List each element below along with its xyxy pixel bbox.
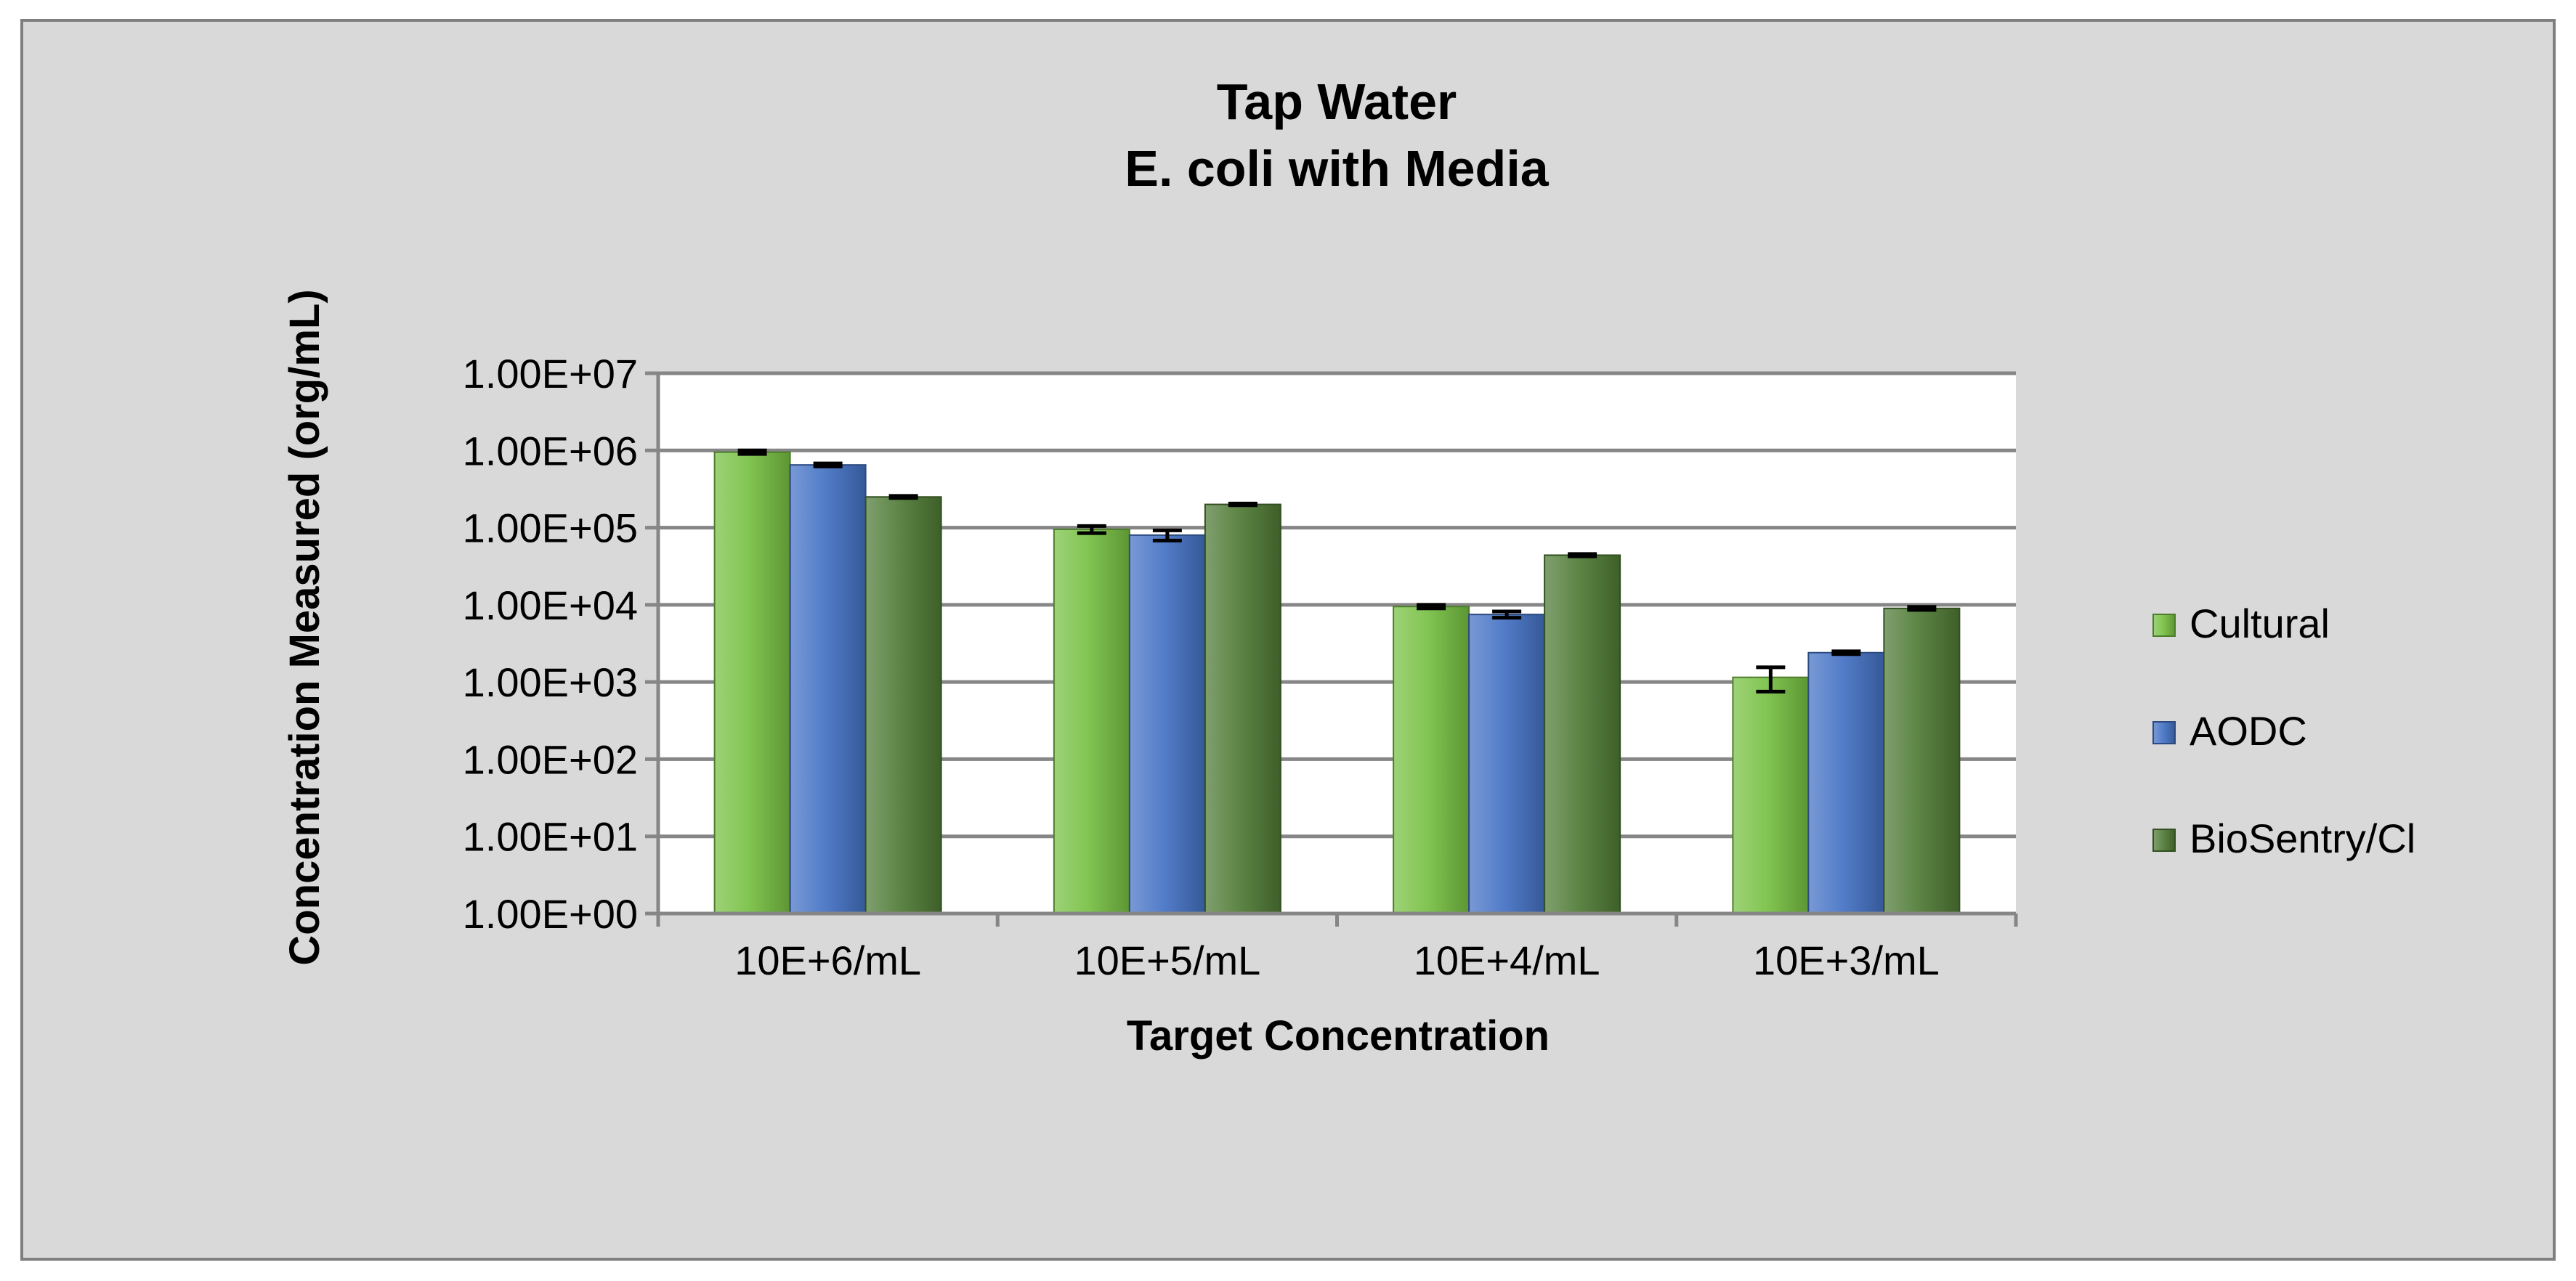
y-tick-label-6: 1.00E+06 xyxy=(463,428,638,473)
legend-item-biosentry-cl: BioSentry/Cl xyxy=(2152,816,2415,861)
error-bar-cultural-2 xyxy=(1417,603,1446,611)
error-bar-biosentry-cl-2 xyxy=(1568,552,1597,558)
bar-aodc-3 xyxy=(1807,651,1885,914)
error-bar-aodc-0 xyxy=(813,461,843,468)
legend-swatch-0 xyxy=(2152,614,2176,637)
bar-cultural-0 xyxy=(713,451,791,914)
y-tick-label-7: 1.00E+07 xyxy=(463,351,638,396)
y-tick-labels: 1.00E+00 1.00E+01 1.00E+02 1.00E+03 1.00E+04… xyxy=(463,351,638,937)
bar-cultural-3 xyxy=(1732,676,1810,914)
legend-item-aodc: AODC xyxy=(2152,708,2307,754)
legend: Cultural AODC BioSentry/Cl xyxy=(2152,601,2415,861)
y-tick-label-4: 1.00E+04 xyxy=(463,582,638,628)
legend-label-1: AODC xyxy=(2190,708,2307,754)
bar-biosentry-cl-0 xyxy=(864,496,942,914)
chart-svg: Tap Water E. coli with Media 1.00E+001.0… xyxy=(20,19,2556,1261)
x-tick-label-1: 10E+5/mL xyxy=(1074,938,1260,983)
error-bar-aodc-2 xyxy=(1492,609,1522,620)
chart-title-line-1: Tap Water xyxy=(1217,73,1457,130)
legend-swatch-1 xyxy=(2152,721,2176,744)
bar-aodc-2 xyxy=(1468,614,1546,914)
bar-aodc-1 xyxy=(1128,534,1206,914)
error-bar-biosentry-cl-0 xyxy=(888,494,918,500)
x-axis-title: Target Concentration xyxy=(1127,1012,1550,1060)
bar-layer xyxy=(713,448,1961,914)
x-tick-label-3: 10E+3/mL xyxy=(1753,938,1940,983)
legend-swatch-2 xyxy=(2152,829,2176,852)
legend-label-2: BioSentry/Cl xyxy=(2190,816,2415,861)
error-bar-biosentry-cl-3 xyxy=(1907,605,1937,612)
bar-biosentry-cl-2 xyxy=(1544,554,1621,914)
error-bar-cultural-0 xyxy=(737,448,767,456)
bar-cultural-2 xyxy=(1393,606,1470,914)
legend-label-0: Cultural xyxy=(2190,601,2330,646)
y-tick-label-5: 1.00E+05 xyxy=(463,505,638,551)
y-tick-label-1: 1.00E+01 xyxy=(463,814,638,860)
error-bar-cultural-1 xyxy=(1077,524,1106,535)
error-bar-aodc-3 xyxy=(1831,649,1861,656)
y-tick-label-0: 1.00E+00 xyxy=(463,891,638,937)
error-bar-aodc-1 xyxy=(1152,528,1182,542)
y-tick-label-2: 1.00E+02 xyxy=(463,736,638,782)
error-bar-biosentry-cl-1 xyxy=(1228,501,1257,508)
y-tick-label-3: 1.00E+03 xyxy=(463,659,638,705)
chart-frame: Tap Water E. coli with Media 1.00E+00 1.0… xyxy=(20,19,2556,1261)
axis-layer xyxy=(645,371,2018,927)
bar-aodc-0 xyxy=(789,464,867,914)
x-tick-labels: 10E+6/mL 10E+5/mL 10E+4/mL 10E+3/mL xyxy=(734,938,1940,983)
bar-cultural-1 xyxy=(1053,528,1130,914)
x-tick-label-0: 10E+6/mL xyxy=(734,938,921,983)
y-axis-title: Concentration Measured (org/mL) xyxy=(281,289,328,965)
chart-title-line-2: E. coli with Media xyxy=(1125,140,1549,197)
x-tick-label-2: 10E+4/mL xyxy=(1414,938,1600,983)
error-bar-cultural-3 xyxy=(1756,665,1786,694)
bar-biosentry-cl-3 xyxy=(1883,607,1961,914)
legend-item-cultural: Cultural xyxy=(2152,601,2330,646)
bar-biosentry-cl-1 xyxy=(1204,503,1281,914)
